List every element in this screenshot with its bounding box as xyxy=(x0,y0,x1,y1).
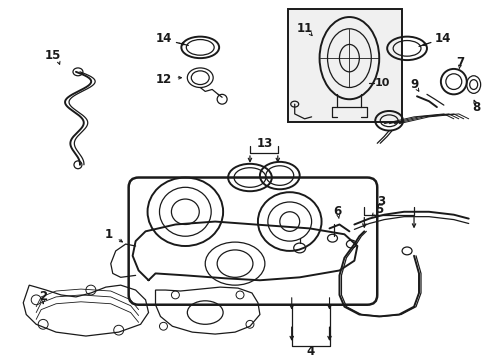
Text: 10: 10 xyxy=(374,78,389,87)
Text: 12: 12 xyxy=(155,73,171,86)
Bar xyxy=(287,9,401,122)
Ellipse shape xyxy=(319,17,379,99)
Text: 3: 3 xyxy=(376,195,385,208)
Text: 13: 13 xyxy=(256,137,272,150)
Text: 11: 11 xyxy=(296,22,312,35)
Text: 4: 4 xyxy=(306,345,314,358)
Text: 2: 2 xyxy=(39,291,47,303)
Text: 1: 1 xyxy=(104,228,113,241)
Text: 14: 14 xyxy=(434,32,450,45)
Text: 9: 9 xyxy=(409,78,417,91)
Text: 14: 14 xyxy=(155,32,171,45)
Text: 6: 6 xyxy=(333,205,341,218)
Text: 8: 8 xyxy=(471,100,480,113)
Text: 5: 5 xyxy=(374,203,383,216)
Text: 15: 15 xyxy=(45,49,61,62)
Text: 7: 7 xyxy=(456,55,464,68)
